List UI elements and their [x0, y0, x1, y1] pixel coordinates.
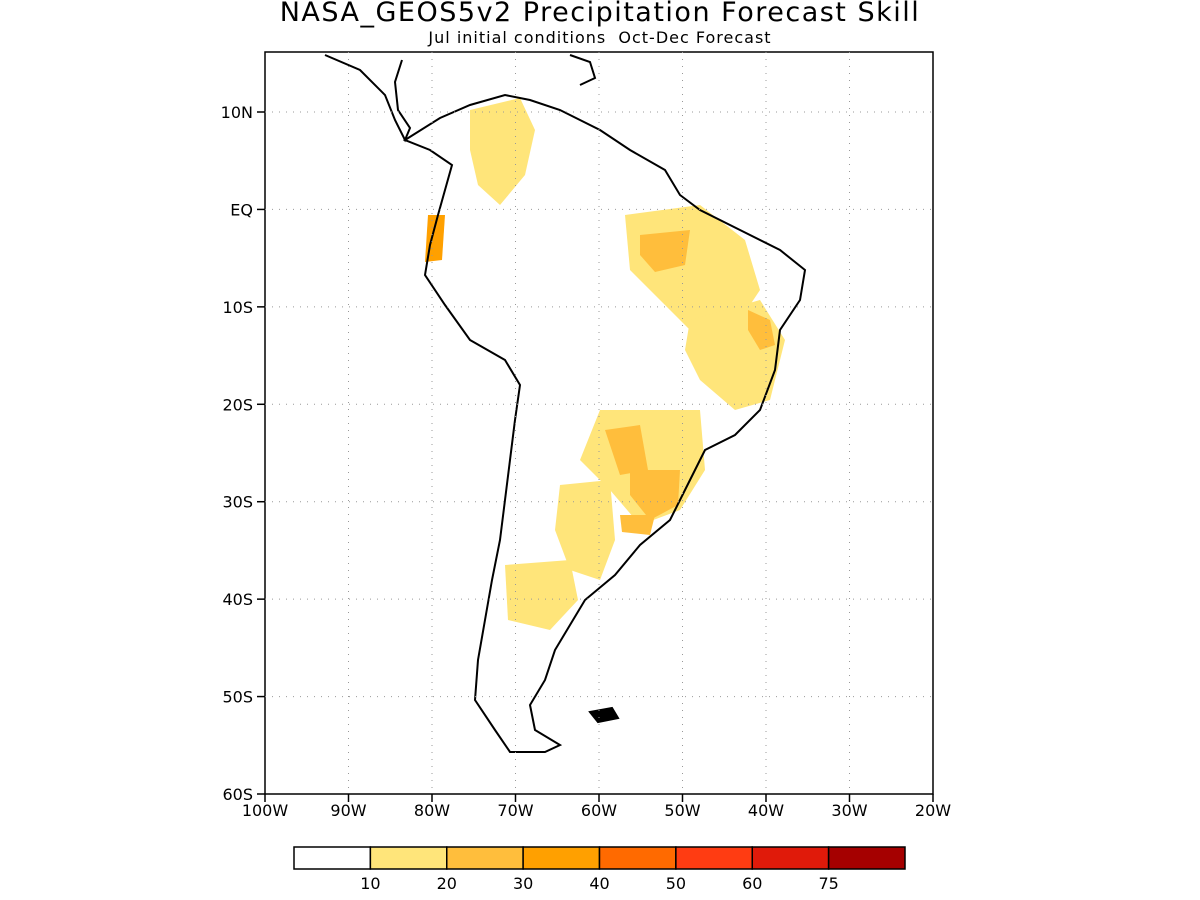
- colorbar-swatch: [751, 846, 830, 870]
- colorbar-swatch: [675, 846, 753, 870]
- colorbar-swatch: [369, 846, 448, 870]
- colorbar-swatch: [598, 846, 677, 870]
- colorbar-swatch: [446, 846, 524, 870]
- longitude-labels: 100W 90W 80W 70W 60W 50W 40W 30W 20W: [242, 794, 951, 820]
- skill-area-brazil-coast: [748, 310, 775, 350]
- skill-area-argentina: [555, 480, 615, 580]
- falkland-islands: [588, 706, 620, 724]
- colorbar-label: 10: [360, 874, 380, 893]
- map-subtitle: Jul initial conditions Oct-Dec Forecast: [428, 28, 772, 47]
- central-america-outline: [324, 54, 412, 143]
- lat-tick-label: 10N: [221, 103, 253, 122]
- skill-area-paraguay-core: [605, 425, 648, 475]
- colorbar-label: 20: [437, 874, 457, 893]
- skill-area-patagonia: [505, 560, 578, 630]
- south-america-outline: [402, 93, 807, 753]
- lon-tick-label: 90W: [330, 801, 366, 820]
- skill-area-colombia: [470, 98, 535, 205]
- colorbar-swatch: [827, 846, 906, 870]
- caribbean-island: [569, 54, 597, 86]
- lat-tick-label: 50S: [222, 688, 253, 707]
- lat-tick-label: 60S: [222, 785, 253, 804]
- colorbar-swatch: [293, 846, 372, 870]
- colorbar-label: 30: [513, 874, 533, 893]
- grid-lines: [265, 52, 933, 794]
- lon-tick-label: 60W: [581, 801, 617, 820]
- skill-area-brazil-central: [640, 230, 690, 272]
- colorbar: [293, 846, 906, 870]
- lat-tick-label: 20S: [222, 395, 253, 414]
- map-title: NASA_GEOS5v2 Precipitation Forecast Skil…: [279, 0, 921, 28]
- lon-tick-label: 50W: [664, 801, 700, 820]
- colorbar-labels: 10 20 30 40 50 60 75: [360, 874, 839, 893]
- skill-area-uruguay-south: [620, 515, 655, 535]
- lat-tick-label: EQ: [230, 200, 253, 219]
- skill-area-uruguay: [630, 470, 680, 520]
- colorbar-label: 75: [818, 874, 838, 893]
- colorbar-label: 60: [742, 874, 762, 893]
- skill-shading: [425, 98, 785, 630]
- lat-tick-label: 30S: [222, 493, 253, 512]
- coastlines: [324, 54, 807, 753]
- latitude-labels: 10N EQ 10S 20S 30S 40S 50S 60S: [221, 103, 265, 804]
- lon-tick-label: 80W: [414, 801, 450, 820]
- lon-tick-label: 30W: [831, 801, 867, 820]
- lon-tick-label: 40W: [748, 801, 784, 820]
- lat-tick-label: 10S: [222, 298, 253, 317]
- lat-tick-label: 40S: [222, 590, 253, 609]
- lon-tick-label: 70W: [497, 801, 533, 820]
- colorbar-label: 40: [589, 874, 609, 893]
- colorbar-swatch: [522, 846, 601, 870]
- lon-tick-label: 100W: [242, 801, 289, 820]
- lon-tick-label: 20W: [915, 801, 951, 820]
- colorbar-label: 50: [666, 874, 686, 893]
